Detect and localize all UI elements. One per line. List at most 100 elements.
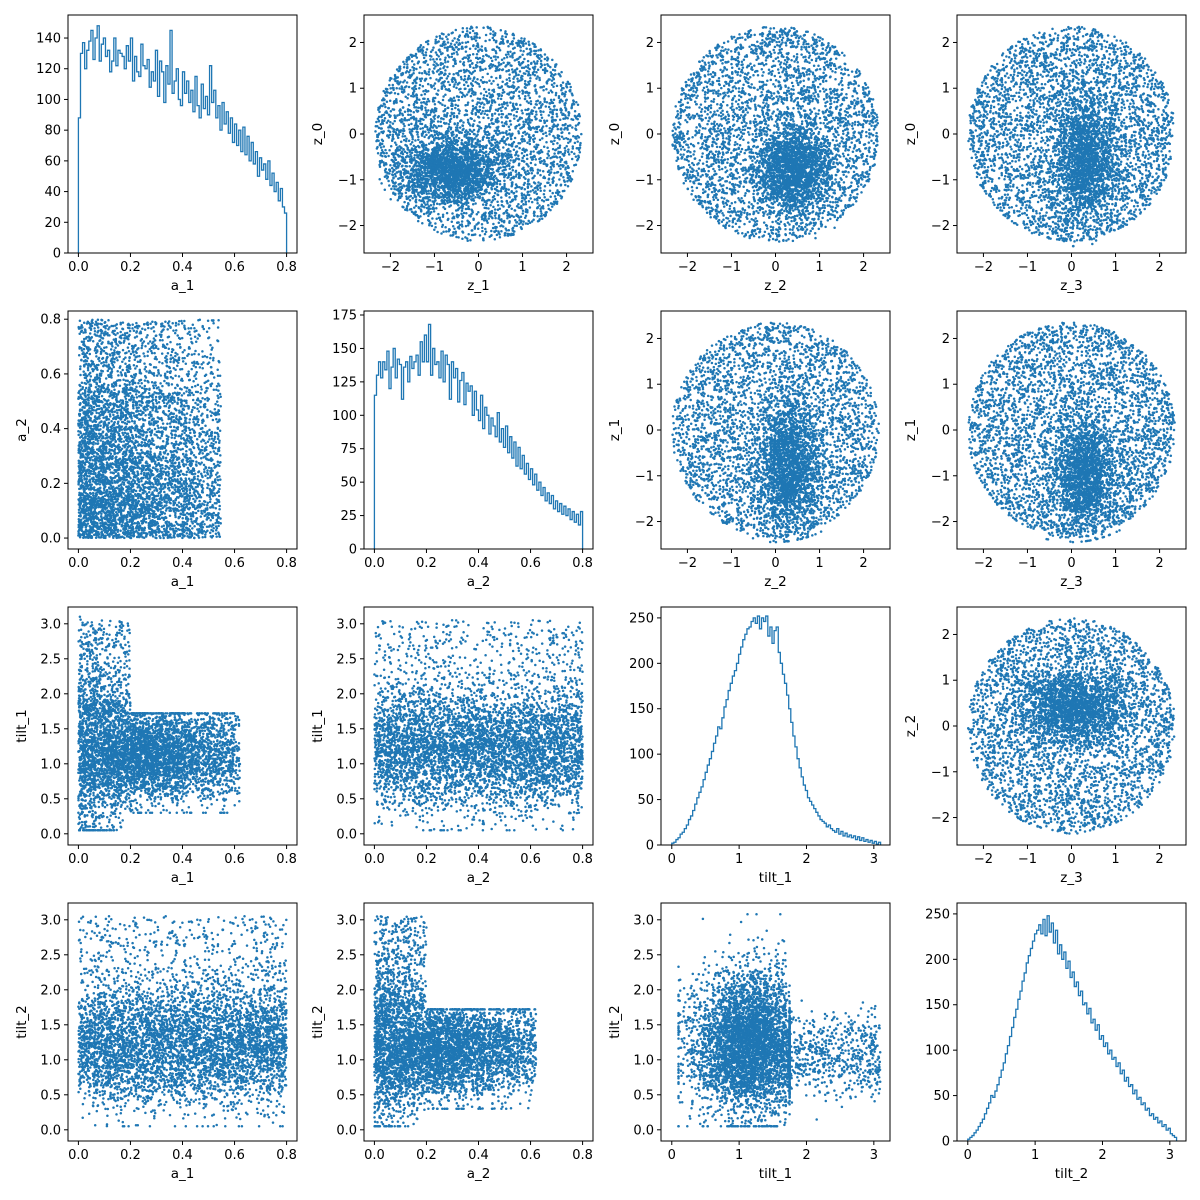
scatter-point [534,164,537,167]
scatter-point [453,96,456,99]
scatter-point [430,84,433,87]
scatter-point [471,180,474,183]
scatter-point [491,136,494,139]
scatter-point [426,48,429,51]
scatter-point [536,62,539,65]
scatter-point [442,230,445,233]
scatter-point [553,152,556,155]
scatter-point [484,213,487,216]
y-tick-label: 100 [36,93,61,108]
scatter-point [421,72,424,75]
scatter-point [459,120,462,123]
scatter-point [486,114,489,117]
scatter-point [477,109,480,112]
scatter-point [393,114,396,117]
scatter-point [442,95,445,98]
scatter-point [503,221,506,224]
scatter-point [378,178,381,181]
scatter-point [521,152,524,155]
scatter-point [508,69,511,72]
scatter-point [405,176,408,179]
scatter-point [508,196,511,199]
scatter-point [501,138,504,141]
scatter-point [494,70,497,73]
scatter-point [497,194,500,197]
scatter-point [444,59,447,62]
scatter-point [441,87,444,90]
scatter-point [544,58,547,61]
scatter-point [491,188,494,191]
scatter-point [493,195,496,198]
scatter-point [456,53,459,56]
scatter-point [482,97,485,100]
scatter-point [529,143,532,146]
scatter-point [489,204,492,207]
scatter-point [440,53,443,56]
scatter-point [439,120,442,123]
scatter-point [546,164,549,167]
scatter-point [453,123,456,126]
scatter-point [455,185,458,188]
scatter-point [577,154,580,157]
scatter-point [437,89,440,92]
scatter-point [474,168,477,171]
scatter-point [462,215,465,218]
scatter-point [530,62,533,65]
scatter-point [540,63,543,66]
scatter-point [485,154,488,157]
scatter-point [522,160,525,163]
scatter-point [503,179,506,182]
scatter-point [426,203,429,206]
scatter-point [446,66,449,69]
scatter-point [521,75,524,78]
scatter-point [573,152,576,155]
scatter-point [499,183,502,186]
scatter-point [426,126,429,129]
scatter-point [428,68,431,71]
scatter-point [433,87,436,90]
h-a1-plot-area [78,26,286,253]
scatter-point [433,67,436,70]
scatter-point [501,103,504,106]
scatter-point [524,109,527,112]
scatter-point [457,204,460,207]
scatter-point [489,67,492,70]
scatter-point [507,153,510,156]
scatter-point [556,115,559,118]
scatter-point [428,205,431,208]
scatter-point [483,152,486,155]
scatter-point [528,112,531,115]
scatter-point [560,71,563,74]
scatter-point [522,50,525,53]
scatter-point [392,177,395,180]
scatter-point [543,101,546,104]
scatter-point [458,82,461,85]
scatter-point [496,179,499,182]
scatter-point [412,116,415,119]
x-tick-label: 0.6 [224,260,245,275]
scatter-point [411,167,414,170]
scatter-point [517,206,520,209]
scatter-point [511,56,514,59]
scatter-point [487,172,490,175]
scatter-point [476,133,479,136]
y-tick-label: 140 [36,32,61,47]
scatter-point [533,191,536,194]
scatter-point [500,160,503,163]
scatter-point [444,105,447,108]
scatter-point [524,216,527,219]
scatter-point [540,60,543,63]
scatter-point [505,53,508,56]
scatter-point [558,97,561,100]
scatter-point [391,127,394,130]
scatter-point [415,160,418,163]
scatter-point [433,208,436,211]
scatter-point [474,93,477,96]
scatter-point [560,174,563,177]
scatter-point [555,94,558,97]
scatter-point [399,119,402,122]
scatter-point [494,208,497,211]
scatter-point [400,129,403,132]
scatter-point [507,233,510,236]
scatter-point [513,230,516,233]
